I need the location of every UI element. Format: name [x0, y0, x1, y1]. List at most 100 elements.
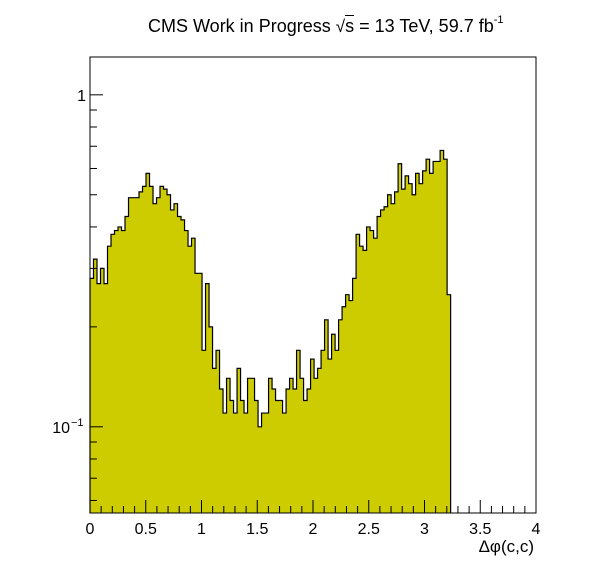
histogram-bin [163, 189, 168, 514]
histogram-bin [261, 413, 266, 513]
status-label: Work in Progress [193, 16, 331, 36]
histogram-bin [184, 230, 189, 514]
histogram-bin [436, 161, 441, 514]
histogram-bin [191, 238, 196, 513]
histogram-bin [363, 250, 367, 514]
histogram-bin [139, 191, 143, 513]
histogram-bin [212, 368, 217, 513]
histogram-bin [230, 400, 234, 513]
histogram-bin [429, 173, 434, 513]
histogram-bin [356, 234, 360, 514]
histogram-bin [177, 216, 182, 513]
histogram-bin [342, 306, 346, 513]
y-tick-label: 1 [77, 88, 86, 105]
histogram-bin [90, 278, 94, 513]
x-tick-label: 1 [197, 521, 206, 538]
histogram-bin [181, 219, 185, 513]
histogram-bin [401, 189, 406, 514]
histogram-bin [128, 197, 133, 513]
histogram-bin [317, 368, 322, 513]
histogram-bin [97, 283, 101, 513]
histogram-bin [359, 246, 364, 514]
histogram-bin [216, 350, 220, 513]
histogram-bin [433, 161, 438, 514]
histogram-bin [440, 150, 445, 513]
plot-header: CMS Work in Progress √s = 13 TeV, 59.7 f… [148, 14, 504, 37]
x-tick-label: 4 [532, 521, 541, 538]
histogram-bin [258, 426, 262, 513]
histogram-bin [146, 173, 150, 513]
histogram-bin [377, 216, 381, 513]
histogram-bin [331, 334, 336, 513]
histogram-bin [135, 197, 140, 513]
histogram-bin [408, 183, 413, 513]
histogram-bin [310, 359, 315, 513]
y-tick-exponent: −1 [71, 417, 84, 429]
x-tick-label: 3.5 [469, 521, 491, 538]
histogram-bin [142, 186, 147, 513]
histogram-bin [275, 400, 280, 513]
histogram-bin [132, 197, 136, 513]
histogram-bin [247, 378, 252, 513]
x-axis-ticks: 0 0.5 1 1.5 2 2.5 3 3.5 4 [86, 500, 541, 538]
histogram-bin [100, 268, 105, 513]
histogram-bin [338, 319, 343, 513]
histogram-bin [349, 300, 353, 513]
histogram-bin [251, 378, 255, 513]
y-axis-ticks: 10 −1 1 [52, 88, 103, 501]
histogram-bin [254, 400, 259, 513]
x-axis-label: Δφ(c,c) [479, 537, 534, 556]
histogram-bin [447, 294, 452, 513]
histogram-bin [335, 350, 339, 513]
histogram-bin [282, 413, 287, 513]
x-tick-label: 0 [86, 521, 95, 538]
histogram-bin [272, 388, 276, 513]
histogram-bin [314, 378, 318, 513]
histogram-bin [426, 159, 431, 513]
x-tick-label: 1.5 [246, 521, 268, 538]
histogram-bin [387, 194, 392, 513]
sqrt-var: s [345, 15, 355, 36]
histogram-bin [198, 273, 203, 513]
histogram-bin [167, 194, 171, 513]
histogram-bin [233, 413, 238, 513]
histogram-bin [370, 230, 374, 514]
sqrt-s-symbol: √s [336, 15, 355, 37]
histogram-bin [324, 319, 329, 513]
histogram-bin [405, 175, 410, 514]
y-tick-label: 10 [52, 420, 70, 437]
histogram-bin [195, 273, 199, 513]
histogram-bin [412, 194, 417, 513]
histogram-bin [188, 246, 192, 514]
histogram-bin [93, 259, 98, 513]
x-tick-label: 2 [309, 521, 318, 538]
histogram-bin [352, 278, 357, 513]
histogram-bin [398, 163, 402, 513]
histogram-bin [209, 326, 213, 513]
histogram-bin [265, 413, 269, 513]
histogram-outline [89, 149, 452, 513]
histogram-bin [443, 159, 448, 513]
histogram-bin [321, 350, 325, 513]
histogram-bin [279, 400, 283, 513]
histogram-bin [391, 203, 395, 513]
histogram-bin [307, 388, 311, 513]
energy-lumi-label: = 13 TeV, 59.7 fb [359, 16, 494, 36]
histogram-bin [328, 359, 332, 513]
histogram-bin [300, 378, 304, 513]
histogram-bin [160, 186, 164, 513]
histogram-bin [296, 350, 301, 513]
histogram-bin [384, 206, 388, 514]
histogram-bin [244, 413, 248, 513]
histogram-bin [104, 283, 108, 513]
histogram-bin [373, 238, 378, 513]
x-tick-label: 0.5 [135, 521, 157, 538]
histogram-bin [107, 246, 112, 514]
histogram-bin [422, 170, 427, 513]
histogram-bin [153, 203, 157, 513]
histogram-bin [149, 186, 154, 513]
histogram-bin [170, 209, 175, 513]
histogram-bars [89, 149, 452, 514]
histogram-bin [289, 378, 294, 513]
